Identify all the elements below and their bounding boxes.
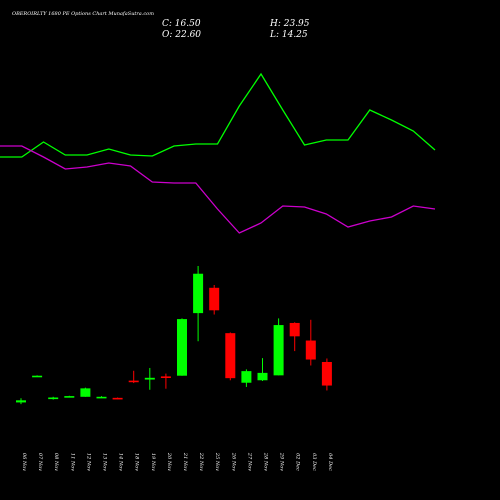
candle [64, 395, 75, 398]
candle-body [32, 375, 43, 378]
candle [32, 375, 43, 378]
candle-body [112, 397, 123, 400]
low-value: L: 14.25 [269, 30, 308, 40]
x-tick-label: 11 Nov [69, 453, 75, 471]
x-tick-label: 22 Nov [198, 452, 204, 471]
candles [16, 266, 332, 405]
x-tick-label: 12 Nov [85, 453, 91, 471]
close-value: C: 16.50 [162, 19, 201, 29]
candle [160, 373, 171, 389]
x-tick-label: 03 Dec [311, 453, 317, 471]
candle [321, 358, 332, 391]
candle-body [321, 361, 332, 386]
candle [193, 266, 204, 342]
candle-body [241, 371, 252, 383]
candle [112, 397, 123, 400]
candle [48, 396, 59, 400]
candle-body [48, 397, 59, 400]
candle [16, 398, 26, 405]
candle [257, 358, 268, 381]
indicator-line-1 [0, 72, 436, 158]
x-tick-label: 18 Nov [134, 453, 140, 471]
x-tick-label: 14 Nov [118, 453, 124, 471]
candle-body [64, 396, 75, 398]
candle-body [177, 319, 187, 376]
candle-body [257, 372, 268, 381]
candle-body [128, 380, 139, 383]
candle [80, 387, 91, 397]
x-axis-tick-labels: 06 Nov 07 Nov 08 Nov 11 Nov 12 Nov 13 Nov 14 N… [21, 452, 333, 471]
x-tick-label: 20 Nov [166, 452, 172, 471]
x-tick-label: 04 Dec [327, 453, 333, 471]
candle-body [16, 400, 26, 403]
candle [144, 367, 155, 390]
x-tick-label: 29 Nov [279, 452, 285, 471]
candle-body [225, 333, 236, 379]
candle [289, 322, 300, 352]
candle-body [289, 322, 300, 337]
candle [96, 396, 107, 399]
candle-body [193, 273, 204, 314]
x-tick-label: 28 Nov [263, 452, 269, 471]
candle-body [96, 396, 107, 399]
x-tick-label: 25 Nov [214, 452, 220, 471]
candle-body [305, 340, 316, 360]
candle [241, 369, 252, 387]
candle-body [160, 376, 171, 379]
candle [209, 284, 220, 315]
candle-body [80, 388, 91, 397]
x-tick-label: 02 Dec [295, 453, 301, 471]
candle [128, 370, 139, 384]
high-value: H: 23.95 [269, 19, 310, 29]
candle [305, 319, 316, 366]
x-tick-label: 19 Nov [150, 453, 156, 471]
candle-body [273, 325, 284, 376]
indicator-line-2 [0, 145, 436, 234]
indicator-lines [0, 72, 436, 234]
x-tick-label: 06 Nov [21, 453, 27, 471]
candle [225, 332, 236, 381]
candle-body [209, 287, 220, 311]
x-tick-label: 13 Nov [102, 453, 108, 471]
candle [177, 318, 187, 376]
x-tick-label: 27 Nov [246, 452, 252, 471]
candle-body [144, 377, 155, 380]
x-tick-label: 26 Nov [230, 452, 236, 471]
x-tick-label: 08 Nov [53, 453, 59, 471]
chart-title: OBEROIRLTY 1680 PE Options Chart MunafaS… [12, 11, 154, 17]
x-tick-label: 07 Nov [37, 453, 43, 471]
open-value: O: 22.60 [162, 30, 201, 40]
x-tick-label: 21 Nov [182, 452, 188, 471]
candle [273, 318, 284, 376]
